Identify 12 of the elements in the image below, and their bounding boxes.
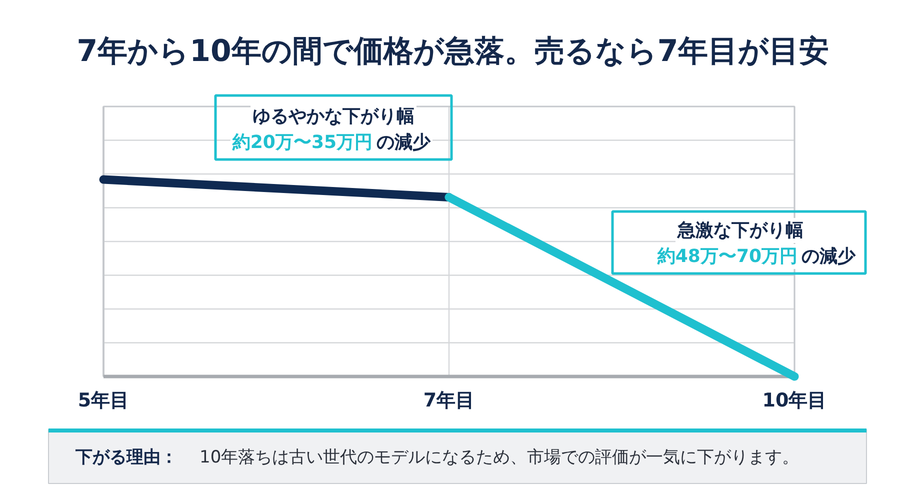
text: の減少 bbox=[376, 132, 432, 153]
x-tick-label: 7年目 bbox=[423, 390, 475, 412]
chart-title: 7年から10年の間で価格が急落。売るなら7年目が目安 bbox=[76, 34, 830, 69]
x-tick-label: 5年目 bbox=[78, 390, 130, 412]
x-tick-label: 10年目 bbox=[762, 390, 827, 412]
text: 下がる理由： bbox=[74, 448, 178, 468]
text: 約20万〜35万円 bbox=[231, 132, 373, 153]
annotation: 急激な下がり幅 bbox=[676, 220, 804, 241]
text: 10年落ちは古い世代のモデルになるため、市場での評価が一気に下がります。 bbox=[200, 448, 800, 468]
text: ゆるやかな下がり幅 bbox=[252, 106, 414, 127]
annotation: 約48万〜70万円 bbox=[656, 246, 798, 267]
text: の減少 bbox=[802, 246, 856, 267]
